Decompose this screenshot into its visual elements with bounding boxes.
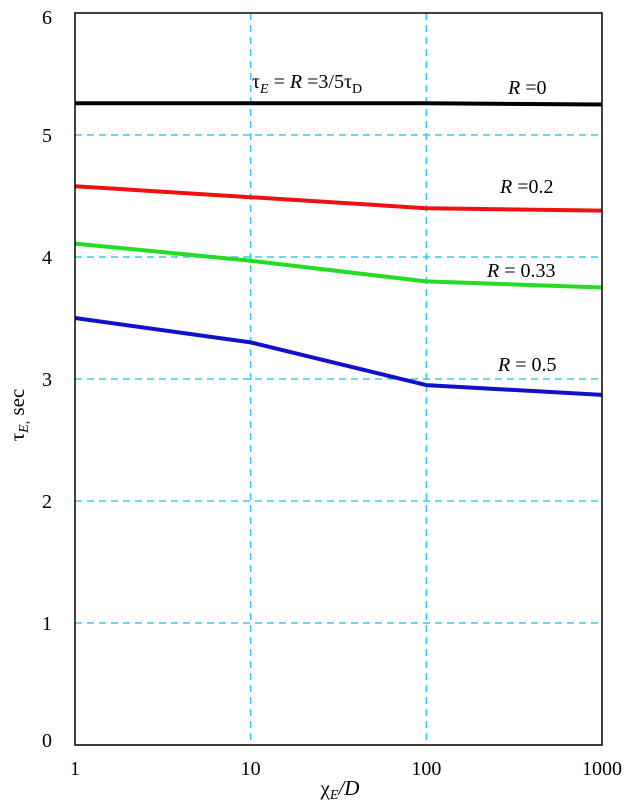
top-annotation: τE = R =3/5τD xyxy=(252,71,362,97)
y-tick-label-3: 3 xyxy=(42,369,52,391)
y-tick-label-1: 1 xyxy=(42,613,52,635)
y-tick-label-5: 5 xyxy=(42,125,52,147)
series-line-1 xyxy=(74,184,603,213)
series-label-r02: R =0.2 xyxy=(499,176,554,198)
series-line-2 xyxy=(74,241,603,290)
y-axis-label: τE, sec xyxy=(5,389,32,442)
x-axis-label: χE/D xyxy=(320,776,360,803)
y-tick-label-2: 2 xyxy=(42,491,52,513)
x-tick-label-100: 100 xyxy=(411,758,441,780)
series-label-r0: R =0 xyxy=(507,77,547,99)
series-line-0 xyxy=(75,101,603,107)
grid xyxy=(75,13,602,745)
plot-frame xyxy=(74,12,603,746)
x-tick-label-1000: 1000 xyxy=(582,758,622,780)
series-label-r033: R = 0.33 xyxy=(486,260,556,282)
y-tick-label-4: 4 xyxy=(42,247,52,269)
y-tick-label-0: 0 xyxy=(42,730,52,752)
series-lines xyxy=(74,101,603,397)
y-tick-label-6: 6 xyxy=(42,7,52,29)
series-label-r05: R = 0.5 xyxy=(497,354,557,376)
series-line-3 xyxy=(74,316,603,397)
x-tick-label-10: 10 xyxy=(241,758,261,780)
x-tick-label-1: 1 xyxy=(70,758,80,780)
